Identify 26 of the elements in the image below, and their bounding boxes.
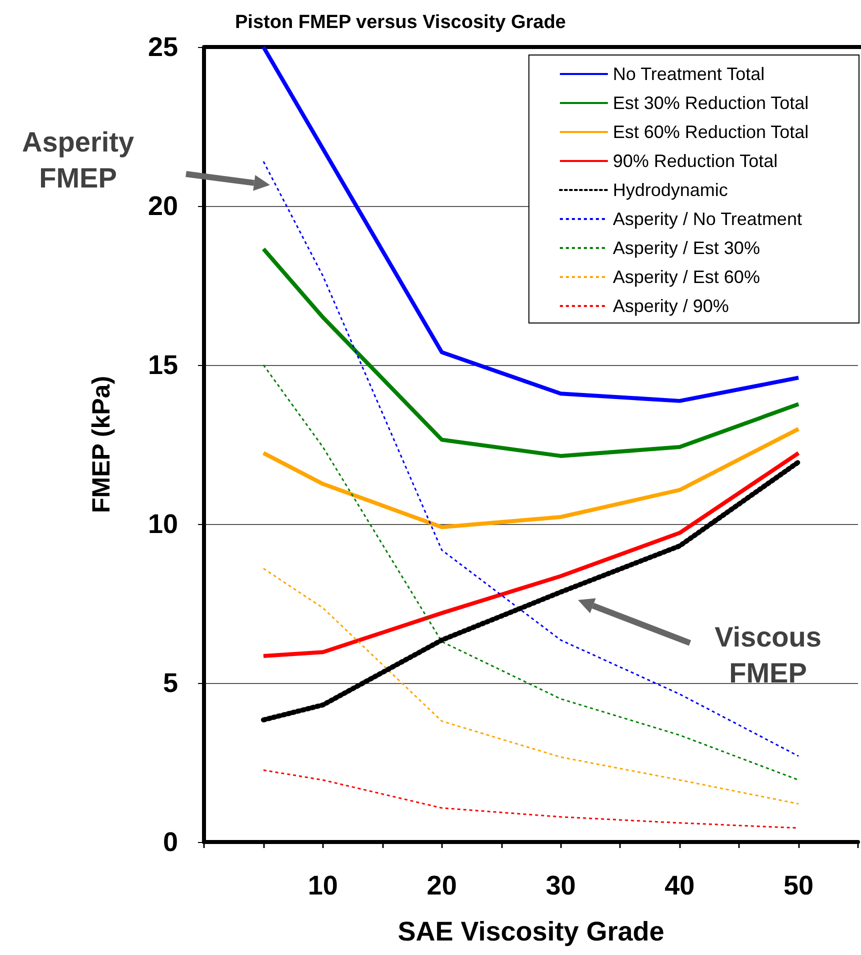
chart-title: Piston FMEP versus Viscosity Grade (235, 12, 566, 33)
y-tick-label: 0 (162, 827, 178, 857)
legend-label: Est 60% Reduction Total (612, 122, 809, 142)
y-tick-label: 25 (148, 32, 178, 62)
legend-label: Asperity / Est 60% (612, 267, 760, 287)
y-axis-title: FMEP (kPa) (88, 376, 116, 514)
y-tick-label: 5 (162, 668, 178, 698)
x-tick-label: 30 (546, 870, 576, 900)
legend-label: Hydrodynamic (612, 180, 728, 200)
legend-label: Est 30% Reduction Total (612, 93, 809, 113)
y-tick-label: 15 (148, 350, 178, 380)
legend-label: Asperity / Est 30% (612, 238, 760, 258)
x-axis-title: SAE Viscosity Grade (398, 916, 664, 946)
text: Asperity FMEP (22, 126, 134, 194)
legend-label: Asperity / 90% (612, 296, 729, 316)
x-tick-label: 20 (426, 870, 457, 900)
legend-label: 90% Reduction Total (612, 151, 778, 171)
annotation: Viscous FMEP (714, 622, 822, 688)
y-tick-label: 10 (148, 509, 178, 539)
line-series (261, 426, 801, 530)
y-tick-label: 20 (148, 191, 178, 221)
x-tick-label: 10 (308, 870, 338, 900)
x-tick-label: 50 (784, 870, 814, 900)
legend-label: Asperity / No Treatment (612, 209, 802, 229)
legend-label: No Treatment Total (612, 64, 765, 84)
x-tick-label: 40 (664, 870, 695, 900)
